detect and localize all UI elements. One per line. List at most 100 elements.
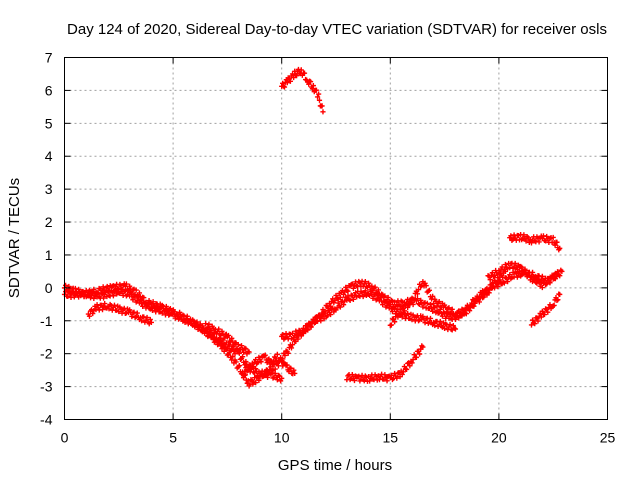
data-point [110,293,116,299]
data-series-track-6 [279,288,459,342]
data-point [555,297,561,303]
data-point [384,378,390,384]
data-point [118,286,124,292]
data-point [298,67,304,73]
data-point [197,322,203,328]
data-point [300,330,307,336]
y-tick-label: 4 [45,148,53,164]
data-point [250,363,257,370]
data-point [424,300,430,306]
data-point [337,294,343,300]
data-point [545,309,551,315]
data-point [241,372,247,378]
data-point [231,343,237,349]
data-point [316,97,323,103]
data-series-track-3 [85,300,154,327]
data-point [478,291,485,297]
data-point [305,326,311,332]
data-point [287,78,293,84]
data-point [147,316,153,323]
data-point [149,307,156,314]
x-tick-label: 20 [491,430,507,446]
data-point [293,328,299,334]
data-point [272,370,278,377]
data-point [535,318,541,324]
plot-area [61,66,565,389]
data-point [292,370,298,377]
data-point [372,284,378,290]
data-point [525,269,531,276]
data-series-track-10 [485,260,565,291]
y-tick-label: -4 [40,412,53,428]
data-point [136,290,143,296]
data-point [409,317,415,323]
data-point [535,276,541,282]
data-point [262,352,268,358]
data-point [552,242,558,248]
data-point [132,294,138,300]
data-point [278,355,284,361]
data-point [78,293,84,299]
data-point [551,302,557,309]
data-point [453,314,460,320]
data-point [219,328,225,334]
data-point [557,245,563,251]
data-point [288,345,295,351]
chart-title: Day 124 of 2020, Sidereal Day-to-day VTE… [67,21,607,38]
data-point [291,367,297,373]
data-point [148,319,154,326]
data-series-track-7 [279,66,326,115]
data-series-track-9 [387,266,509,328]
data-point [302,323,309,329]
data-point [233,359,239,365]
data-point [350,296,356,302]
data-point [425,288,431,294]
data-point [434,303,440,309]
data-point [382,298,388,305]
y-tick-label: 1 [45,247,53,263]
data-point [452,316,459,323]
data-point [491,272,498,279]
data-point [370,295,376,301]
data-point [476,299,482,305]
data-point [318,318,324,324]
data-point [539,273,545,279]
data-point [539,284,545,291]
data-point [541,278,548,284]
data-point [350,285,356,291]
y-tick-label: 5 [45,115,53,131]
data-point [557,291,563,298]
data-point [446,305,452,311]
axis-ticks: 0 5 10 15 20 25 -4 -3 -2 -1 0 1 2 3 4 5 6 7 [40,50,615,446]
y-tick-label: -1 [40,313,53,329]
data-point [240,354,246,360]
data-point [449,306,455,312]
data-point [541,311,548,318]
y-tick-label: 2 [45,214,53,230]
data-point [365,280,372,286]
data-series-track-8 [344,343,426,384]
data-point [253,357,259,363]
data-point [427,315,434,322]
data-point [155,304,161,310]
data-point [243,358,249,365]
data-point [316,91,322,97]
data-point [139,318,145,324]
data-point [411,352,417,358]
data-point [502,261,509,268]
data-point [382,293,388,299]
data-point [529,269,536,275]
data-point [172,315,178,321]
data-point [387,302,393,308]
data-point [400,369,406,375]
x-tick-label: 15 [383,430,399,446]
data-point [308,324,314,330]
data-point [127,307,133,313]
data-point [90,310,96,317]
data-point [128,289,134,296]
data-point [463,311,469,317]
x-tick-label: 25 [600,430,616,446]
data-point [194,321,200,327]
data-point [426,287,432,293]
data-point [450,323,456,329]
